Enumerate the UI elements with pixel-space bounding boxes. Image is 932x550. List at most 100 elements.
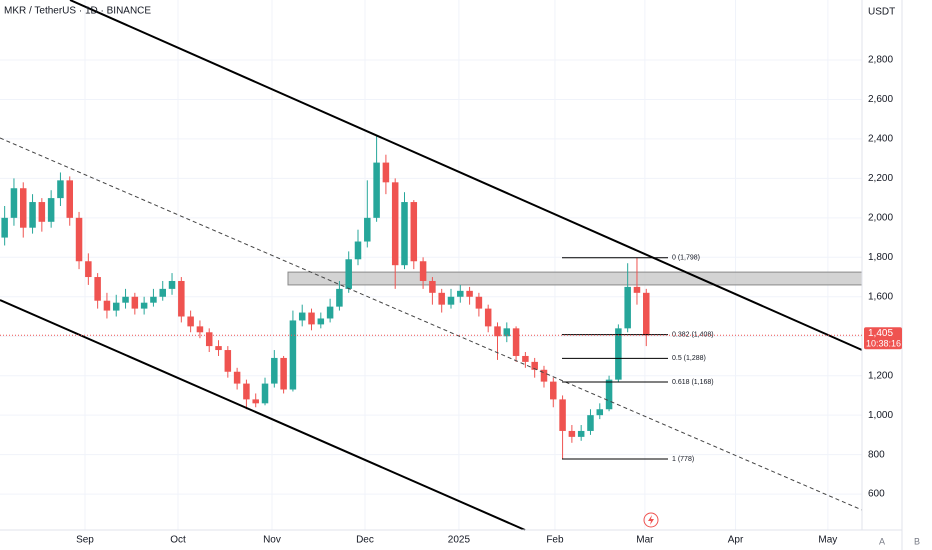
y-tick-label: 1,800: [868, 252, 893, 263]
candle-body: [224, 350, 232, 372]
candle-body: [624, 286, 631, 329]
event-icon[interactable]: [643, 512, 659, 528]
candle-body: [122, 296, 129, 303]
scale-button[interactable]: A: [879, 536, 885, 546]
y-tick-label: 2,800: [868, 55, 893, 66]
x-tick-label: Mar: [636, 535, 654, 546]
candle-body: [233, 371, 241, 384]
candle-body: [345, 259, 352, 289]
plot-area: [0, 0, 863, 530]
candle-body: [57, 180, 64, 199]
candle-body: [373, 162, 380, 218]
y-tick-label: 1,200: [868, 370, 893, 381]
candle-body: [568, 430, 576, 437]
candle-body: [178, 280, 185, 317]
candle-body: [615, 328, 622, 380]
candle-body: [159, 288, 166, 297]
candle-body: [559, 399, 566, 431]
candle-body: [317, 318, 325, 325]
y-tick-label: 2,600: [868, 94, 893, 105]
candle-body: [10, 188, 18, 218]
candle-body: [522, 355, 529, 362]
fib-label: 0 (1,798): [672, 255, 700, 262]
candle-body: [19, 188, 27, 228]
last-price-label: 1,405: [868, 328, 893, 339]
y-tick-label: 2,200: [868, 173, 893, 184]
fib-label: 1 (778): [672, 456, 694, 463]
candle-body: [336, 288, 343, 307]
candle-body: [150, 296, 157, 303]
fib-label: 0.618 (1,168): [672, 379, 714, 386]
candle-body: [289, 320, 297, 390]
x-tick-label: Feb: [546, 535, 564, 546]
candle-body: [512, 328, 520, 356]
candle-body: [215, 346, 222, 351]
candle-body: [466, 290, 473, 297]
candle-body: [364, 217, 371, 242]
candle-body: [605, 379, 613, 410]
candle-body: [66, 180, 73, 218]
candle-body: [94, 277, 101, 301]
candle-body: [438, 292, 445, 305]
candle-body: [587, 415, 594, 431]
x-tick-label: Dec: [356, 535, 374, 546]
candle-body: [261, 383, 269, 404]
channel-bottom: [0, 299, 526, 531]
event-icon[interactable]: [648, 515, 654, 525]
y-tick-label: 1,600: [868, 291, 893, 302]
candle-body: [112, 302, 120, 311]
candle-body: [326, 306, 334, 319]
candle-body: [131, 296, 139, 309]
x-tick-label: 2025: [448, 535, 471, 546]
last-price-tag: [864, 327, 902, 350]
candle-body: [187, 316, 194, 327]
channel-top: [69, 0, 863, 351]
candle-body: [503, 328, 511, 337]
candle-body: [38, 202, 46, 222]
candle-body: [308, 312, 315, 325]
candle-body: [354, 241, 362, 260]
candle-body: [168, 280, 176, 289]
candle-body: [540, 369, 548, 382]
candle-body: [196, 326, 204, 333]
candle-body: [419, 261, 427, 281]
y-tick-label: 800: [868, 449, 885, 460]
x-tick-label: Sep: [76, 535, 94, 546]
candle-body: [1, 217, 8, 238]
candle-body: [391, 182, 399, 266]
candle-body: [243, 383, 250, 400]
candle-body: [484, 308, 492, 327]
candle-body: [140, 302, 148, 309]
scale-button[interactable]: B: [914, 536, 920, 546]
resistance-zone: [287, 271, 863, 286]
candle-body: [271, 357, 278, 384]
y-tick-label: 2,400: [868, 134, 893, 145]
candle-body: [633, 286, 641, 293]
x-tick-label: Oct: [170, 535, 186, 546]
candle-body: [280, 357, 287, 390]
candle-body: [252, 399, 259, 404]
x-tick-label: Nov: [263, 535, 281, 546]
candle-body: [29, 202, 36, 228]
candle-body: [475, 296, 483, 309]
candle-body: [643, 292, 650, 336]
candle-body: [85, 261, 92, 278]
candle-body: [75, 217, 83, 262]
candle-body: [457, 290, 464, 297]
countdown: 10:38:16: [866, 339, 901, 349]
candle-body: [298, 312, 306, 321]
candle-body: [103, 300, 111, 311]
fib-label: 0.382 (1,408): [672, 331, 714, 338]
candle-body: [382, 162, 390, 183]
candle-body: [410, 202, 418, 262]
candle-body: [401, 202, 408, 266]
candle-body: [205, 332, 213, 347]
candle-body: [447, 296, 455, 305]
candle-body: [596, 409, 604, 416]
candle-body: [47, 198, 55, 222]
candle-body: [531, 361, 538, 370]
y-axis-label: USDT: [868, 7, 895, 18]
candle-body: [577, 430, 585, 437]
channel-mid: [0, 137, 863, 511]
